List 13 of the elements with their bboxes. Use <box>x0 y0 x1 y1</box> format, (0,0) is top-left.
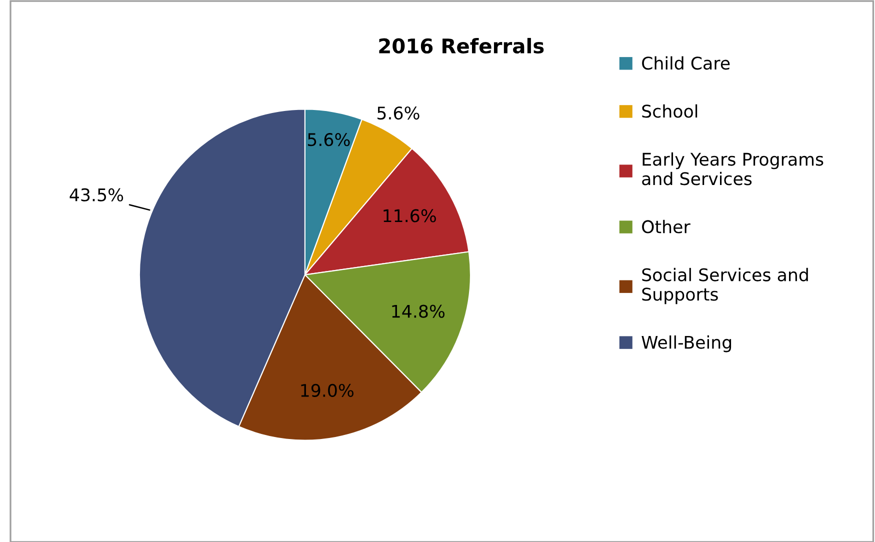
data-label: 14.8% <box>392 304 445 318</box>
data-label: 11.6% <box>384 209 436 222</box>
data-label: 19.0% <box>301 384 354 397</box>
legend-label: Early Years Programs and Services <box>642 152 824 186</box>
data-label: 5.6% <box>378 106 420 120</box>
data-label: 43.5% <box>70 188 124 202</box>
legend-label: School <box>642 104 698 118</box>
legend-label: Other <box>642 220 690 234</box>
data-label: 5.6% <box>308 133 350 146</box>
chart-title: 2016 Referrals <box>379 38 544 54</box>
legend-label: Well-Being <box>642 335 732 352</box>
legend-label: Child Care <box>642 56 730 70</box>
legend-label: Social Services and Supports <box>642 268 808 304</box>
